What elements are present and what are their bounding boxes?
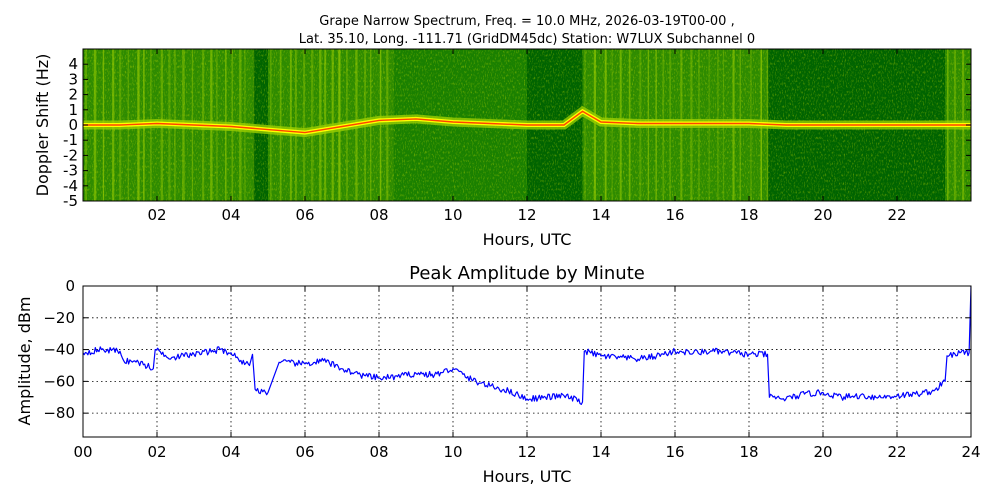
spectrogram-y-tick-label: -2 <box>63 146 78 164</box>
amplitude-x-tick-label: 22 <box>887 443 906 461</box>
amplitude-x-tick-label: 02 <box>147 443 166 461</box>
interference-streak <box>319 49 322 201</box>
amplitude-y-ticks: 0 −20 −40 −60 −80 <box>43 277 971 422</box>
interference-streak <box>289 49 292 201</box>
spectrogram-x-label: Hours, UTC <box>483 230 572 249</box>
amplitude-x-tick-label: 10 <box>443 443 462 461</box>
spectrogram-y-tick-label: -1 <box>63 131 78 149</box>
spectrogram-y-label: Doppler Shift (Hz) <box>33 54 52 197</box>
amplitude-x-tick-label: 20 <box>813 443 832 461</box>
spectrogram-title-line1: Grape Narrow Spectrum, Freq. = 10.0 MHz,… <box>319 14 734 29</box>
spectrogram-x-tick-label: 18 <box>739 206 758 224</box>
amplitude-y-tick-label: −20 <box>43 309 75 327</box>
spectrogram-y-tick-label: -4 <box>63 177 78 195</box>
amplitude-y-tick-label: −60 <box>43 372 75 390</box>
amplitude-title: Peak Amplitude by Minute <box>409 263 645 284</box>
amplitude-y-label: Amplitude, dBm <box>15 297 34 426</box>
interference-streak <box>379 49 382 201</box>
spectrogram-y-tick-label: 2 <box>68 86 78 104</box>
amplitude-x-tick-label: 18 <box>739 443 758 461</box>
spectrogram-x-tick-label: 20 <box>813 206 832 224</box>
spectrogram-y-tick-label: -3 <box>63 162 78 180</box>
spectrogram-y-tick-label: -5 <box>63 192 78 210</box>
amplitude-x-ticks: 00 02 04 06 08 10 12 14 16 18 20 22 24 <box>73 286 981 461</box>
spectrogram-x-tick-label: 08 <box>369 206 388 224</box>
spectrogram-x-tick-label: 14 <box>591 206 610 224</box>
amplitude-series-line <box>83 286 971 405</box>
spectrogram-x-tick-label: 22 <box>887 206 906 224</box>
interference-streak <box>584 49 586 201</box>
amplitude-y-tick-label: −80 <box>43 404 75 422</box>
amplitude-x-tick-label: 06 <box>295 443 314 461</box>
spectrogram-x-tick-label: 10 <box>443 206 462 224</box>
amplitude-y-tick-label: 0 <box>65 277 75 295</box>
spectrogram-x-tick-label: 16 <box>665 206 684 224</box>
interference-streak <box>295 49 297 201</box>
spectrogram-x-ticks: 02 04 06 08 10 12 14 16 18 20 22 <box>147 49 907 224</box>
interference-streak <box>593 49 596 201</box>
spectrogram-title-line2: Lat. 35.10, Long. -111.71 (GridDM45dc) S… <box>299 32 755 47</box>
spectrogram-y-tick-label: 1 <box>68 101 78 119</box>
spectrogram-x-tick-label: 04 <box>221 206 240 224</box>
spectrogram-y-tick-label: 3 <box>68 70 78 88</box>
amplitude-y-tick-label: −40 <box>43 341 75 359</box>
interference-streak <box>279 49 282 201</box>
spectrogram-y-tick-label: 0 <box>68 116 78 134</box>
amplitude-x-label: Hours, UTC <box>483 467 572 486</box>
spectrogram-x-tick-label: 02 <box>147 206 166 224</box>
amplitude-x-tick-label: 24 <box>961 443 980 461</box>
spectrogram-x-tick-label: 06 <box>295 206 314 224</box>
interference-streak <box>270 49 272 201</box>
interference-streak <box>311 49 314 201</box>
amplitude-panel: 00 02 04 06 08 10 12 14 16 18 20 22 24 0 −20 −40 −60 −80 <box>43 277 980 461</box>
amplitude-x-tick-label: 00 <box>73 443 92 461</box>
amplitude-plot-area <box>83 286 971 437</box>
carrier-peak <box>83 110 971 134</box>
interference-streak <box>386 49 389 201</box>
spectrogram-y-tick-label: 4 <box>68 55 78 73</box>
amplitude-x-tick-label: 12 <box>517 443 536 461</box>
amplitude-x-tick-label: 08 <box>369 443 388 461</box>
amplitude-x-tick-label: 04 <box>221 443 240 461</box>
amplitude-x-tick-label: 14 <box>591 443 610 461</box>
interference-streak <box>303 49 306 201</box>
spectrogram-carrier <box>83 105 971 138</box>
spectrogram-x-tick-label: 12 <box>517 206 536 224</box>
amplitude-x-tick-label: 16 <box>665 443 684 461</box>
